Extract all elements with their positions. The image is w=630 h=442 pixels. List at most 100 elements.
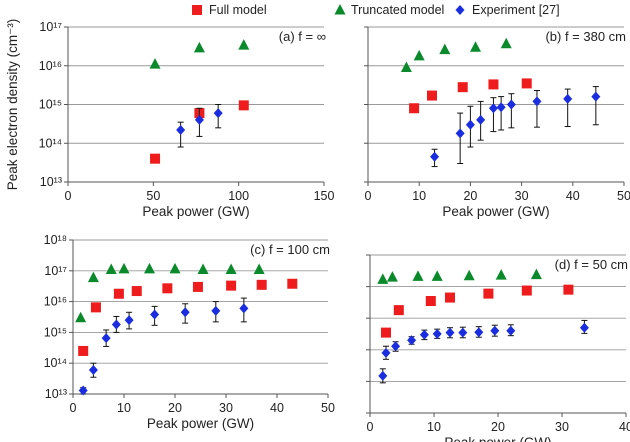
series-triangle — [75, 262, 265, 323]
data-point — [169, 262, 181, 274]
data-point — [131, 286, 142, 297]
data-point — [378, 370, 388, 381]
x-tick-label: 40 — [566, 189, 580, 203]
data-point — [105, 263, 117, 275]
x-tick-label: 100 — [228, 189, 249, 203]
series-diamond — [378, 319, 589, 384]
data-point — [427, 90, 437, 101]
data-point — [495, 269, 507, 280]
data-point — [425, 296, 436, 307]
x-tick-label: 20 — [463, 189, 477, 203]
data-point — [124, 315, 134, 326]
data-point — [75, 311, 87, 323]
x-tick-label: 10 — [117, 401, 131, 415]
x-tick-label: 30 — [555, 420, 569, 434]
data-point — [500, 37, 512, 49]
x-tick-label: 50 — [617, 189, 630, 203]
data-point — [488, 79, 499, 90]
data-point — [192, 281, 203, 292]
x-tick-label: 50 — [321, 401, 335, 415]
legend-label: Truncated model — [351, 3, 444, 17]
data-point — [176, 124, 186, 135]
panel-label-bg — [526, 29, 628, 45]
legend: Full model Truncated model Experiment [27] — [192, 3, 560, 17]
series-triangle — [400, 37, 512, 73]
data-point — [563, 284, 574, 295]
series-diamond — [176, 104, 223, 148]
x-tick-label: 10 — [412, 189, 426, 203]
chart-panel-2: 0 10 20 30 40 50 Peak power (GW) (b) f = 380 cm — [364, 26, 630, 219]
panel-label: (b) f = 380 cm — [526, 29, 628, 45]
data-point — [463, 269, 475, 281]
panel-label-bg — [535, 257, 630, 273]
data-point — [490, 325, 500, 336]
panel-label-text: (c) f = 100 cm — [250, 242, 330, 257]
series-square — [381, 284, 574, 338]
data-point — [470, 41, 482, 52]
data-point — [530, 268, 542, 280]
series-triangle — [149, 39, 250, 69]
panel-label-text: (b) f = 380 cm — [545, 29, 626, 44]
data-point — [193, 41, 205, 53]
data-point — [213, 108, 223, 119]
panel-label-text: (d) f = 50 cm — [555, 257, 628, 272]
x-tick-label: 0 — [65, 189, 72, 203]
x-axis-label: Peak power (GW) — [142, 204, 249, 219]
legend-label: Full model — [209, 3, 267, 17]
x-tick-label: 150 — [314, 189, 335, 203]
data-point — [409, 103, 420, 114]
x-tick-label: 30 — [515, 189, 529, 203]
data-point — [431, 270, 443, 281]
data-point — [419, 329, 429, 340]
data-point — [238, 100, 249, 111]
x-tick-label: 0 — [365, 189, 372, 203]
data-point — [180, 307, 190, 318]
data-point — [413, 49, 425, 61]
data-point — [197, 263, 209, 275]
data-point — [445, 292, 455, 303]
y-tick-label: 10¹⁴ — [39, 136, 62, 150]
y-tick-label: 10¹⁷ — [39, 20, 62, 34]
x-tick-label: 30 — [219, 401, 233, 415]
data-point — [506, 325, 516, 336]
y-tick-label: 10¹⁵ — [39, 98, 62, 112]
x-axis-label: Peak power (GW) — [442, 204, 549, 219]
data-point — [162, 283, 173, 294]
data-point — [225, 263, 237, 275]
y-tick-label: 10¹³ — [40, 175, 62, 189]
data-point — [407, 335, 417, 346]
data-point — [377, 273, 389, 284]
data-point — [483, 288, 494, 299]
data-point — [78, 345, 89, 356]
x-tick-label: 20 — [168, 401, 182, 415]
chart-panel-4: 0 10 20 30 40 Peak power (GW) (d) f = 50 cm — [366, 254, 630, 442]
y-tick-label: 10¹⁶ — [39, 59, 62, 73]
y-tick-label: 10¹⁵ — [44, 325, 67, 339]
data-point — [439, 43, 451, 55]
panel-label: (a) f = ∞ — [261, 29, 328, 45]
data-point — [457, 82, 468, 93]
x-tick-label: 50 — [146, 189, 160, 203]
data-point — [87, 271, 99, 283]
x-tick-label: 20 — [491, 420, 505, 434]
data-point — [150, 309, 160, 320]
y-tick-label: 10¹³ — [45, 387, 67, 401]
data-point — [144, 262, 155, 274]
data-point — [488, 103, 498, 114]
data-point — [391, 341, 401, 352]
data-point — [256, 279, 267, 290]
x-axis-label: Peak power (GW) — [444, 435, 551, 442]
y-tick-label: 10¹⁷ — [44, 264, 67, 278]
data-point — [113, 288, 124, 299]
panel-label-bg — [261, 29, 328, 45]
legend-marker-square — [192, 5, 202, 15]
x-tick-label: 10 — [427, 420, 441, 434]
data-point — [591, 91, 601, 102]
data-point — [458, 327, 468, 338]
data-point — [101, 333, 111, 344]
panel-label: (c) f = 100 cm — [230, 242, 332, 258]
series-square — [409, 78, 532, 114]
y-tick-label: 10¹⁴ — [44, 356, 67, 370]
